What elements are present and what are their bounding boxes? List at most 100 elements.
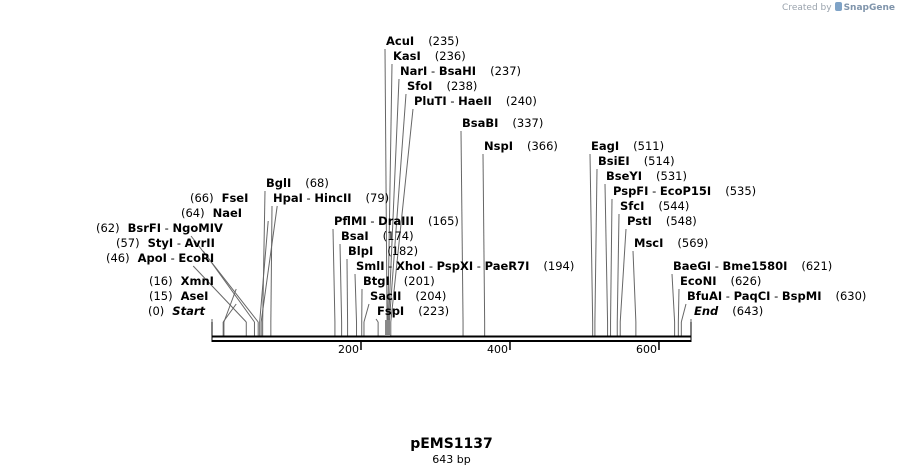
site-separator: -: [427, 64, 438, 78]
enzyme-start: Start: [172, 304, 205, 318]
enzyme-naei: NaeI: [213, 206, 242, 220]
site-bsiei: BsiEI (514): [598, 154, 675, 168]
site-sfoi-label: SfoI (238): [407, 79, 477, 93]
site-separator: -: [303, 191, 314, 205]
site-bsiei-position: (514): [644, 154, 675, 168]
site-pluti-position: (240): [506, 94, 537, 108]
site-kasi: KasI (236): [393, 49, 466, 63]
enzyme-pflmi: PflMI: [334, 214, 367, 228]
site-fsei-label: (66) FseI: [190, 191, 248, 205]
site-fspi-connector: [375, 318, 379, 323]
site-apoi: (46) ApoI - EcoRI: [106, 251, 214, 265]
site-bfuai-connector: [680, 303, 687, 323]
enzyme-msci: MscI: [634, 236, 663, 250]
site-sfci-position: (544): [658, 199, 689, 213]
site-nari: NarI - BsaHI (237): [400, 64, 521, 78]
site-bseyi-label: BseYI (531): [606, 169, 687, 183]
site-fsei: (66) FseI: [190, 191, 248, 205]
site-fsei-connector: [260, 205, 278, 323]
site-sacii-connector: [363, 303, 370, 323]
site-smli-position: (194): [543, 259, 574, 273]
site-sfoi-position: (238): [446, 79, 477, 93]
site-eagi-label: EagI (511): [591, 139, 664, 153]
site-pluti: PluTI - HaeII (240): [414, 94, 537, 108]
connector-lines: [190, 48, 692, 342]
site-end-position: (643): [732, 304, 763, 318]
site-separator: -: [425, 259, 436, 273]
site-start-label: (0) Start: [148, 304, 206, 318]
site-sfoi: SfoI (238): [407, 79, 477, 93]
site-sacii-label: SacII (204): [370, 289, 446, 303]
site-kasi-position: (236): [435, 49, 466, 63]
enzyme-bseyi: BseYI: [606, 169, 642, 183]
site-pflmi-connector: [332, 228, 336, 323]
axis-tick-label-400: 400: [487, 343, 508, 356]
enzyme-styi: StyI: [148, 236, 174, 250]
site-msci: MscI (569): [634, 236, 708, 250]
site-apoi-label: (46) ApoI - EcoRI: [106, 251, 214, 265]
enzyme-xhoi: XhoI: [396, 259, 425, 273]
site-bsai-label: BsaI (174): [341, 229, 414, 243]
site-bsabi-connector: [460, 130, 464, 323]
site-nari-connector: [388, 78, 400, 323]
enzyme-bme1580i: Bme1580I: [723, 259, 788, 273]
site-bsai: BsaI (174): [341, 229, 414, 243]
site-fspi: FspI (223): [377, 304, 449, 318]
enzyme-eagi: EagI: [591, 139, 619, 153]
enzyme-psti: PstI: [627, 214, 652, 228]
site-pflmi-position: (165): [428, 214, 459, 228]
axis-tick-label-600: 600: [636, 343, 657, 356]
enzyme-ecop15i: EcoP15I: [660, 184, 711, 198]
site-bsiei-connector: [594, 168, 598, 323]
site-cluster-marker: [385, 320, 390, 336]
site-xmni-label: (16) XmnI: [149, 274, 214, 288]
enzyme-bsiei: BsiEI: [598, 154, 630, 168]
site-econi-connector: [677, 288, 680, 323]
snapgene-logo-icon: [834, 2, 842, 11]
site-baegi-connector: [671, 273, 676, 323]
site-styi-label: (57) StyI - AvrII: [116, 236, 215, 250]
site-eagi: EagI (511): [591, 139, 664, 153]
site-separator: -: [711, 259, 722, 273]
site-separator: -: [161, 221, 172, 235]
site-hpai-label: HpaI - HincII (79): [273, 191, 389, 205]
enzyme-btgi: BtgI: [363, 274, 390, 288]
site-xmni: (16) XmnI: [149, 274, 214, 288]
site-pspfi-label: PspFI - EcoP15I (535): [613, 184, 756, 198]
site-naei-position: (64): [181, 206, 205, 220]
site-acui-label: AcuI (235): [386, 34, 459, 48]
enzyme-fspi: FspI: [377, 304, 404, 318]
site-bsiei-label: BsiEI (514): [598, 154, 675, 168]
site-fspi-position: (223): [418, 304, 449, 318]
site-pspfi-position: (535): [725, 184, 756, 198]
site-bgli-position: (68): [305, 176, 329, 190]
site-apoi-position: (46): [106, 251, 130, 265]
site-separator: -: [367, 214, 378, 228]
site-bsai-position: (174): [383, 229, 414, 243]
site-naei: (64) NaeI: [181, 206, 242, 220]
site-psti: PstI (548): [627, 214, 697, 228]
site-econi-position: (626): [730, 274, 761, 288]
enzyme-sfci: SfcI: [620, 199, 644, 213]
site-nspi-label: NspI (366): [484, 139, 558, 153]
site-fspi-label: FspI (223): [377, 304, 449, 318]
enzyme-xmni: XmnI: [181, 274, 214, 288]
site-end: End (643): [694, 304, 763, 318]
site-hpai: HpaI - HincII (79): [273, 191, 389, 205]
site-asei: (15) AseI: [149, 289, 208, 303]
enzyme-bgli: BglI: [266, 176, 291, 190]
enzyme-smli: SmlI: [356, 259, 385, 273]
site-start-position: (0): [148, 304, 164, 318]
site-bsai-connector: [339, 243, 343, 323]
site-separator: -: [167, 251, 178, 265]
site-econi-label: EcoNI (626): [680, 274, 761, 288]
enzyme-kasi: KasI: [393, 49, 421, 63]
site-styi: (57) StyI - AvrII: [116, 236, 215, 250]
sequence-backbone: [212, 320, 691, 342]
enzyme-nspi: NspI: [484, 139, 513, 153]
site-styi-position: (57): [116, 236, 140, 250]
site-baegi: BaeGI - Bme1580I (621): [673, 259, 832, 273]
site-econi: EcoNI (626): [680, 274, 761, 288]
site-psti-connector: [619, 228, 627, 323]
site-blpi: BlpI (182): [348, 244, 418, 258]
